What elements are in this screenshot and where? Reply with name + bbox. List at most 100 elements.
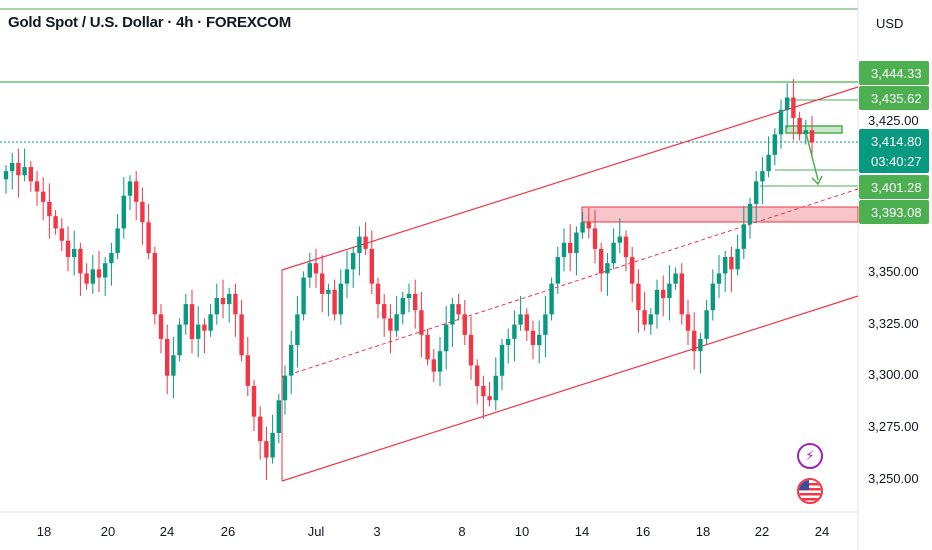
channel-lower-line[interactable]	[281, 295, 859, 482]
candle-up	[611, 242, 616, 264]
candle-down	[679, 273, 684, 315]
candle-up	[555, 257, 560, 284]
candle-up	[723, 257, 728, 274]
level-price-tag: 3,435.62	[871, 91, 922, 106]
candle-up	[450, 304, 455, 325]
candle-up	[574, 232, 579, 253]
candle-down	[332, 289, 337, 315]
candle-down	[28, 167, 33, 182]
candle-down	[797, 117, 802, 135]
candle-down	[599, 248, 604, 274]
candle-down	[152, 252, 157, 315]
x-tick-label: 8	[458, 524, 465, 539]
candle-up	[754, 181, 759, 204]
candle-up	[506, 338, 511, 346]
candle-down	[251, 385, 257, 417]
candle-down	[630, 257, 635, 284]
currency-label[interactable]: USD	[876, 16, 904, 31]
lightning-icon[interactable]: ⚡	[797, 443, 823, 469]
price-tag-bg	[859, 175, 929, 199]
candle-up	[543, 314, 548, 335]
candle-up	[499, 345, 505, 376]
candle-up	[3, 171, 9, 180]
candle-down	[239, 314, 244, 356]
resistance-zone[interactable]	[581, 206, 859, 223]
candle-down	[34, 181, 40, 192]
us-flag-icon[interactable]	[797, 478, 823, 504]
candle-up	[667, 283, 672, 298]
candles-group	[3, 79, 815, 481]
candle-down	[431, 359, 436, 372]
x-tick-label: 26	[221, 524, 235, 539]
candle-down	[809, 130, 815, 143]
chart-title: Gold Spot / U.S. Dollar · 4h · FOREXCOM	[8, 14, 292, 31]
candle-down	[165, 338, 170, 376]
candle-down	[456, 304, 461, 315]
x-tick-label: 18	[696, 524, 710, 539]
candle-down	[158, 314, 164, 339]
candle-up	[109, 252, 114, 264]
candle-up	[493, 375, 498, 401]
candle-up	[295, 314, 300, 346]
current-price-tag: 3,414.80	[871, 134, 922, 149]
x-tick-label: 18	[37, 524, 51, 539]
candle-down	[524, 314, 529, 331]
price-tag-bg	[859, 200, 929, 224]
candle-down	[41, 191, 46, 202]
candle-up	[605, 263, 610, 274]
candle-down	[313, 263, 319, 274]
candle-up	[698, 338, 703, 352]
candle-up	[778, 109, 784, 135]
candle-down	[258, 416, 263, 442]
candle-up	[400, 297, 405, 315]
candle-up	[673, 273, 678, 284]
candle-down	[78, 248, 83, 274]
candle-up	[289, 345, 294, 376]
candle-up	[127, 181, 133, 196]
candle-up	[747, 203, 753, 225]
candle-up	[785, 97, 790, 110]
x-tick-label: 20	[101, 524, 115, 539]
channel-mid-line[interactable]	[281, 188, 859, 378]
price-axis[interactable]: 3,425.00 3,350.00 3,325.00 3,300.00 3,275.00…	[868, 113, 919, 486]
candle-down	[419, 310, 424, 335]
level-price-tag: 3,393.08	[871, 205, 922, 220]
candle-up	[735, 248, 740, 270]
candle-down	[468, 334, 474, 366]
candle-up	[183, 304, 188, 325]
candle-down	[475, 365, 480, 386]
candle-down	[320, 273, 325, 294]
candle-up	[196, 324, 201, 339]
candle-up	[518, 314, 523, 325]
candle-up	[270, 432, 275, 458]
candle-up	[326, 289, 331, 294]
time-axis[interactable]: 18 20 24 26 Jul 3 8 10 14 16 18 22 24	[37, 524, 829, 539]
candle-up	[710, 283, 715, 311]
candle-up	[276, 400, 281, 433]
candle-up	[654, 289, 660, 315]
candle-up	[351, 252, 356, 270]
candle-down	[729, 257, 734, 270]
y-tick-label: 3,350.00	[868, 264, 919, 279]
candle-down	[134, 181, 139, 202]
channel-upper-line[interactable]	[281, 86, 859, 271]
candle-down	[369, 248, 374, 284]
candle-up	[103, 263, 108, 278]
candle-down	[96, 269, 102, 278]
candle-down	[642, 310, 647, 325]
candle-down	[140, 201, 145, 223]
candle-up	[741, 224, 746, 249]
x-tick-label: 24	[815, 524, 829, 539]
candle-up	[580, 222, 585, 233]
candle-down	[586, 222, 591, 229]
y-tick-label: 3,325.00	[868, 316, 919, 331]
candle-down	[692, 330, 697, 352]
price-tags: 3,444.33 3,435.62 3,414.80 03:40:27 3,401.28…	[859, 61, 929, 224]
candle-down	[189, 304, 195, 339]
candle-down	[568, 242, 573, 253]
candle-down	[636, 283, 641, 311]
projection-arrow	[805, 132, 819, 181]
candle-down	[685, 314, 691, 331]
candle-up	[561, 242, 567, 258]
